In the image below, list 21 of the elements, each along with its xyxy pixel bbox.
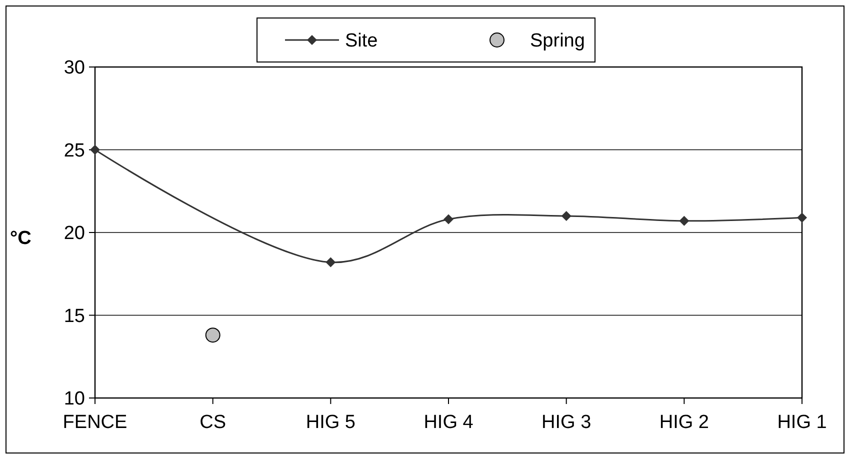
x-tick-label: HIG 4 (424, 412, 474, 433)
point (326, 257, 336, 268)
point (444, 214, 454, 224)
x-tick-label: FENCE (62, 412, 128, 433)
point (797, 212, 807, 223)
y-tick-label: 20 (64, 223, 85, 244)
x-tick-label: HIG 5 (306, 412, 356, 433)
y-axis-title: °C (10, 228, 32, 249)
x-tick-label: CS (200, 412, 226, 433)
y-tick-label: 15 (64, 306, 85, 327)
point (205, 328, 220, 343)
legend-label: Site (345, 30, 378, 52)
point (679, 216, 690, 226)
y-tick-label: 25 (64, 140, 85, 162)
y-tick-label: 30 (64, 58, 85, 79)
x-tick-label: HIG 2 (659, 412, 709, 433)
legend-label: Spring (530, 30, 585, 52)
point (561, 210, 572, 221)
x-tick-label: HIG 3 (542, 412, 592, 433)
y-tick-label: 10 (64, 388, 85, 410)
x-tick-label: HIG 1 (777, 412, 827, 433)
